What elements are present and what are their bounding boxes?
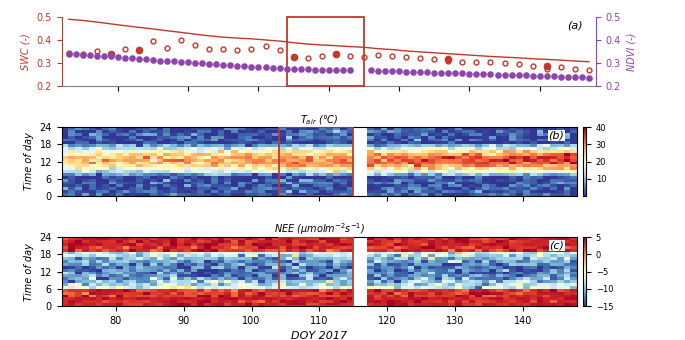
Point [211,62,222,67]
Point [366,68,377,73]
Point [323,67,334,72]
Point [253,64,264,70]
Point [71,51,82,57]
Point [373,68,384,73]
Point [436,70,447,75]
Point [316,67,327,72]
Point [429,70,440,75]
Point [485,72,496,77]
Bar [286,17,364,86]
Point [309,67,320,72]
Point [162,58,173,64]
Point [147,57,158,63]
Point [401,69,412,74]
Point [140,57,151,62]
Point [77,52,88,57]
Point [119,55,130,60]
Point [506,72,517,78]
Point [345,68,356,73]
Point [478,71,489,77]
Point [302,67,313,72]
Point [197,61,208,66]
Point [169,59,179,64]
Point [422,70,433,75]
Point [513,72,524,78]
Point [464,71,475,76]
Title: $T_{air}$ (°C): $T_{air}$ (°C) [300,114,338,127]
Point [225,63,236,68]
Point [408,69,419,74]
Point [183,60,194,65]
Point [204,61,215,67]
Point [84,52,95,58]
Point [569,74,580,80]
Text: (b): (b) [549,131,564,140]
Point [499,72,510,78]
Point [457,71,468,76]
Point [91,53,102,58]
Point [414,69,425,75]
Point [394,69,405,74]
Point [127,55,138,61]
Point [239,63,250,69]
Point [330,67,341,73]
Point [576,74,587,80]
Point [534,73,545,79]
Point [281,66,292,71]
Point [562,74,573,80]
Point [246,64,257,69]
Point [274,66,285,71]
Point [450,70,461,76]
Point [541,73,552,79]
Point [520,73,531,78]
Point [63,51,74,56]
Point [134,56,145,62]
Point [288,66,299,71]
Y-axis label: SWC (-): SWC (-) [21,33,31,70]
Point [218,62,229,67]
Point [386,68,397,74]
Y-axis label: NDVI (-): NDVI (-) [627,32,636,71]
X-axis label: DOY 2017: DOY 2017 [291,331,347,340]
Title: $NEE$ ($\mu$molm$^{-2}$s$^{-1}$): $NEE$ ($\mu$molm$^{-2}$s$^{-1}$) [274,221,365,237]
Text: (c): (c) [549,241,564,251]
Point [548,74,559,79]
Point [527,73,538,79]
Point [232,63,243,68]
Point [155,58,166,63]
Point [584,75,595,80]
Bar [279,237,353,306]
Point [338,68,349,73]
Point [471,71,482,76]
Point [175,59,186,65]
Text: (a): (a) [567,20,582,31]
Point [105,54,116,59]
Point [112,54,123,60]
Point [556,74,566,79]
Point [260,65,271,70]
Point [492,72,503,77]
Point [267,65,278,71]
Y-axis label: Time of day: Time of day [24,243,34,301]
Bar [279,127,353,196]
Point [190,60,201,66]
Y-axis label: Time of day: Time of day [24,133,34,190]
Point [379,68,390,74]
Point [295,66,306,72]
Point [99,53,110,59]
Point [443,70,453,76]
